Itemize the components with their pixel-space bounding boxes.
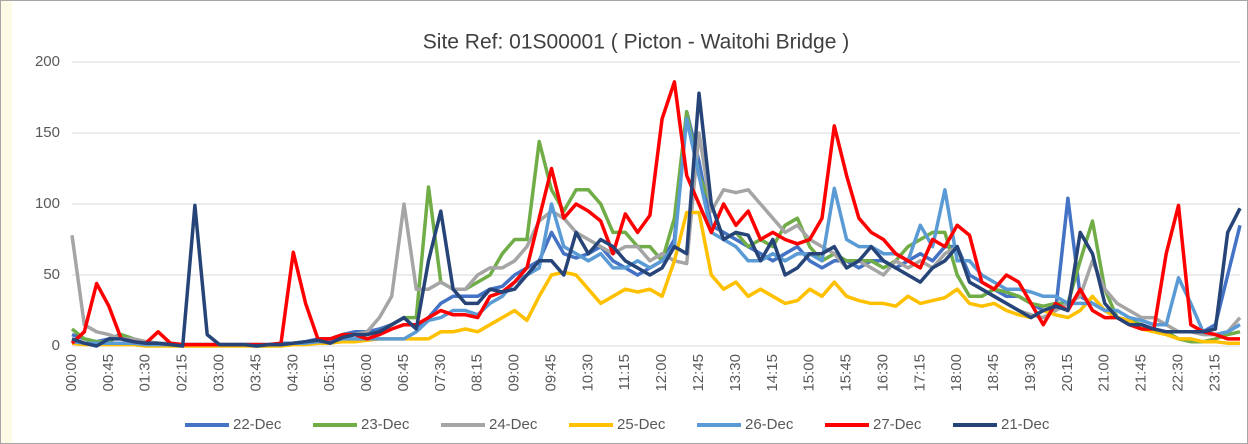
y-tick-label: 150 — [35, 124, 60, 141]
x-tick-label: 05:15 — [321, 354, 338, 392]
y-tick-label: 50 — [43, 266, 60, 283]
x-tick-label: 13:30 — [727, 354, 744, 392]
x-tick-label: 06:00 — [358, 354, 375, 392]
x-tick-label: 03:00 — [211, 354, 228, 392]
x-tick-label: 18:00 — [948, 354, 965, 392]
legend-label: 23-Dec — [361, 416, 410, 433]
x-tick-label: 20:15 — [1059, 354, 1076, 392]
y-tick-label: 200 — [35, 53, 60, 70]
x-tick-label: 10:30 — [579, 354, 596, 392]
x-tick-label: 07:30 — [432, 354, 449, 392]
x-tick-label: 12:00 — [653, 354, 670, 392]
x-tick-label: 15:45 — [838, 354, 855, 392]
side-strip — [0, 0, 12, 444]
x-tick-label: 21:00 — [1096, 354, 1113, 392]
legend-label: 22-Dec — [233, 416, 282, 433]
x-tick-label: 12:45 — [690, 354, 707, 392]
chart-title: Site Ref: 01S00001 ( Picton - Waitohi Br… — [423, 31, 849, 54]
x-tick-label: 17:15 — [911, 354, 928, 392]
x-tick-label: 09:45 — [542, 354, 559, 392]
x-tick-label: 00:00 — [63, 354, 80, 392]
y-tick-label: 100 — [35, 195, 60, 212]
x-tick-label: 18:45 — [985, 354, 1002, 392]
x-tick-label: 06:45 — [395, 354, 412, 392]
x-tick-label: 01:30 — [137, 354, 154, 392]
x-tick-label: 14:15 — [764, 354, 781, 392]
legend-label: 27-Dec — [873, 416, 922, 433]
x-tick-label: 03:45 — [247, 354, 264, 392]
x-tick-label: 21:45 — [1133, 354, 1150, 392]
legend-label: 24-Dec — [489, 416, 538, 433]
legend-label: 26-Dec — [745, 416, 794, 433]
x-tick-label: 00:45 — [100, 354, 117, 392]
legend-label: 25-Dec — [617, 416, 666, 433]
x-tick-label: 22:30 — [1169, 354, 1186, 392]
x-tick-label: 19:30 — [1022, 354, 1039, 392]
x-tick-label: 15:00 — [801, 354, 818, 392]
x-tick-label: 09:00 — [506, 354, 523, 392]
x-tick-label: 08:15 — [469, 354, 486, 392]
y-tick-label: 0 — [52, 337, 60, 354]
legend-label: 21-Dec — [1001, 416, 1050, 433]
x-tick-label: 04:30 — [284, 354, 301, 392]
x-tick-label: 16:30 — [874, 354, 891, 392]
x-tick-label: 11:15 — [616, 354, 633, 390]
series-line — [71, 91, 1242, 348]
x-tick-label: 02:15 — [174, 354, 191, 392]
x-tick-label: 23:15 — [1206, 354, 1223, 392]
